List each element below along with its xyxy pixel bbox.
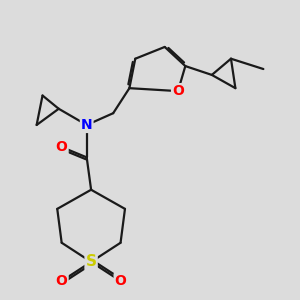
Text: O: O	[115, 274, 127, 288]
Text: S: S	[85, 254, 97, 269]
Text: N: N	[81, 118, 92, 132]
Text: O: O	[56, 140, 68, 154]
Text: O: O	[172, 84, 184, 98]
Text: O: O	[56, 274, 68, 288]
